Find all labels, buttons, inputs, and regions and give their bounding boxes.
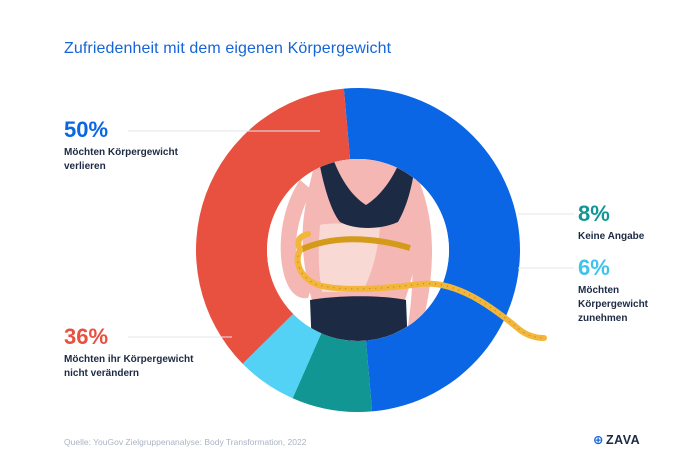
desc-line: verlieren (64, 161, 106, 172)
chart-title: Zufriedenheit mit dem eigenen Körpergewi… (64, 40, 392, 57)
desc-verlieren: Möchten Körpergewicht verlieren (64, 146, 178, 174)
body-illustration-icon (267, 159, 547, 341)
label-keine-angabe: 8% Keine Angabe (578, 202, 644, 244)
desc-line: zunehmen (578, 313, 628, 324)
zava-logo: ⊕ ZAVA (593, 432, 640, 447)
desc-line: Keine Angabe (578, 231, 645, 242)
pct-nicht-veraendern: 36% (64, 324, 109, 349)
donut-slice-keine-angabe (292, 333, 373, 412)
desc-nicht-veraendern: Möchten ihr Körpergewicht nicht veränder… (64, 353, 193, 381)
donut-slice-zunehmen (242, 313, 322, 399)
label-nicht-veraendern: 36% Möchten ihr Körpergewicht nicht verä… (64, 325, 193, 381)
desc-line: Möchten Körpergewicht (64, 147, 178, 158)
donut-slice-nicht-veraendern (196, 88, 351, 364)
desc-line: nicht verändern (64, 368, 140, 379)
label-zunehmen: 6% Möchten Körpergewicht zunehmen (578, 256, 648, 326)
zava-logo-text: ZAVA (605, 433, 641, 447)
pct-verlieren: 50% (64, 117, 109, 142)
desc-line: Möchten (578, 285, 620, 296)
pct-zunehmen: 6% (578, 255, 610, 280)
pct-keine-angabe: 8% (578, 201, 610, 226)
donut-slice-verlieren (343, 87, 520, 412)
label-verlieren: 50% Möchten Körpergewicht verlieren (64, 118, 178, 174)
desc-keine-angabe: Keine Angabe (578, 230, 644, 244)
desc-line: Möchten ihr Körpergewicht (64, 354, 194, 365)
zava-logo-icon: ⊕ (593, 433, 604, 447)
donut-slices (196, 87, 520, 412)
desc-zunehmen: Möchten Körpergewicht zunehmen (578, 284, 648, 326)
desc-line: Körpergewicht (578, 299, 649, 310)
source-note: Quelle: YouGov Zielgruppenanalyse: Body … (64, 437, 307, 447)
